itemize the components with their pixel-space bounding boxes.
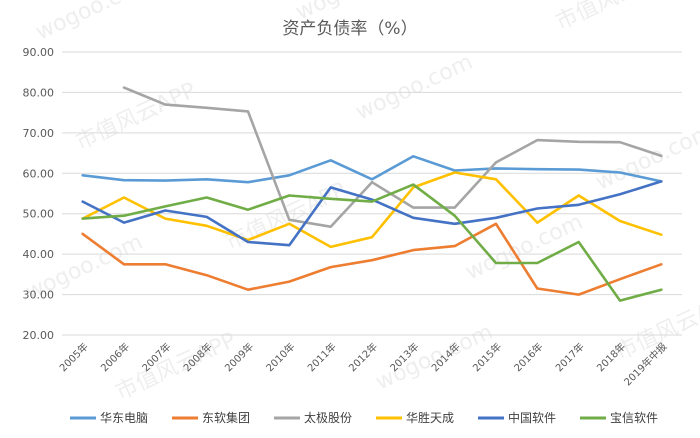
y-tick-label: 90.00 xyxy=(23,46,55,59)
watermark-text: wogoo.com xyxy=(32,0,157,45)
x-tick-label: 2017年 xyxy=(553,340,587,374)
series-line-4 xyxy=(81,171,663,249)
series-line-6 xyxy=(81,183,663,302)
watermark-text: wogoo.com xyxy=(372,320,497,396)
watermark-text: 市值风云APP xyxy=(112,328,240,405)
y-tick-label: 30.00 xyxy=(23,289,55,302)
legend: 华东电脑 东软集团 太极股份 华胜天成 中国软件 宝信软件 xyxy=(70,410,658,425)
x-tick-label: 2012年 xyxy=(346,340,380,374)
x-tick-label: 2010年 xyxy=(263,340,297,374)
legend-label: 华东电脑 xyxy=(100,411,148,425)
y-tick-label: 70.00 xyxy=(23,127,55,140)
series-line-1 xyxy=(81,155,663,184)
y-tick-label: 20.00 xyxy=(23,329,55,342)
series-line-2 xyxy=(81,222,663,296)
x-tick-label: 2011年 xyxy=(305,340,339,374)
legend-label: 中国软件 xyxy=(508,410,556,425)
legend-label: 东软集团 xyxy=(202,410,250,425)
series-line-3 xyxy=(122,86,663,228)
y-tick-label: 40.00 xyxy=(23,248,55,261)
series-group xyxy=(81,86,663,302)
series-line-5 xyxy=(81,180,663,247)
y-tick-label: 80.00 xyxy=(23,86,55,99)
watermark-text: 市值风云APP xyxy=(552,0,680,35)
legend-label: 宝信软件 xyxy=(610,411,658,425)
x-tick-label: 2006年 xyxy=(98,340,132,374)
chart-title: 资产负债率（%） xyxy=(282,19,417,39)
x-tick-label: 2005年 xyxy=(57,340,91,374)
y-axis: 20.00 30.00 40.00 50.00 60.00 70.00 80.00 90.00 xyxy=(23,46,55,342)
watermark-text: 市值风云APP xyxy=(72,78,200,155)
legend-label: 太极股份 xyxy=(304,410,352,425)
watermark-text: wogoo.com xyxy=(352,50,477,126)
watermark-text: wogoo.com xyxy=(592,120,700,196)
legend-label: 华胜天成 xyxy=(406,410,454,425)
y-tick-label: 50.00 xyxy=(23,208,55,221)
y-tick-label: 60.00 xyxy=(23,167,55,180)
x-tick-label: 2016年 xyxy=(511,340,545,374)
